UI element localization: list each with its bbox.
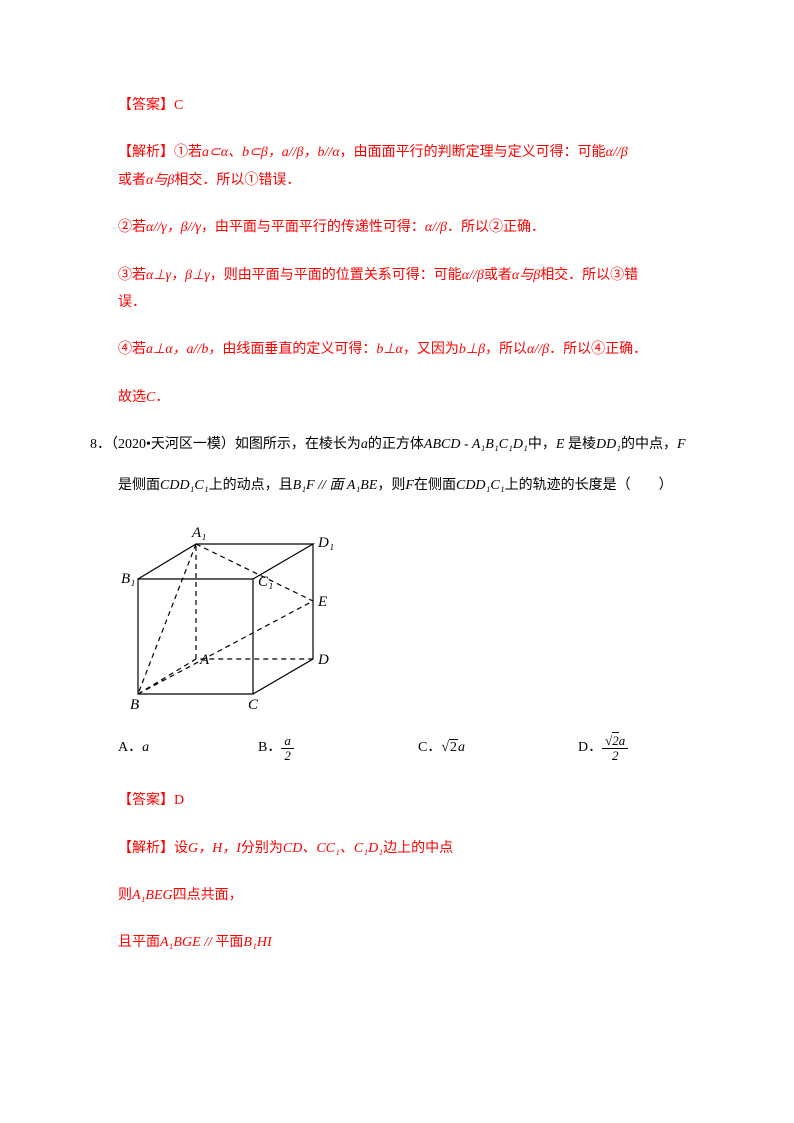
- math-var: C: [146, 390, 155, 405]
- math-var: a: [361, 437, 368, 452]
- answer-8: 【答案】D: [118, 790, 704, 812]
- analysis-8-line1: 【解析】设G，H，I分别为CD、CC₁、C₁D₁边上的中点: [118, 838, 704, 860]
- analysis-7-line4: ③若α⊥γ，β⊥γ，则由平面与平面的位置关系可得：可能α//β或者α与β相交．所…: [118, 265, 704, 287]
- analysis-7-line6: ④若a⊥α，a//b，由线面垂直的定义可得：b⊥α，又因为b⊥β，所以α//β．…: [118, 339, 704, 361]
- label-E: E: [317, 594, 327, 610]
- math-expr: CD、CC₁、C₁D₁: [283, 841, 383, 856]
- label-A: A: [199, 652, 210, 668]
- math-expr: B₁F // 面 A₁BE: [293, 478, 378, 493]
- analysis-8-line3: 且平面A₁BGE // 平面B₁HI: [118, 932, 704, 954]
- math-expr: CDD₁C₁: [456, 478, 505, 493]
- math-expr: b⊥α: [376, 342, 403, 357]
- options-row: A．a B． a2 C． √2a D． √2a2: [118, 734, 704, 762]
- question-number: 8．: [90, 437, 111, 452]
- analysis-7-line5: 误．: [118, 292, 704, 314]
- analysis-label: 【解析】: [118, 145, 174, 160]
- option-d: D． √2a2: [578, 734, 628, 762]
- label-C1: C₁: [258, 574, 273, 590]
- math-expr: α与β: [512, 268, 540, 283]
- cube-diagram: A₁ B₁ C₁ D₁ A B C D E: [118, 519, 704, 714]
- answer-value: C: [174, 98, 183, 113]
- math-expr: α//β: [527, 342, 549, 357]
- math-expr: G，H，I: [188, 841, 241, 856]
- answer-label: 【答案】: [118, 98, 174, 113]
- math-expr: B₁HI: [243, 935, 271, 950]
- analysis-8-line2: 则A₁BEG四点共面，: [118, 885, 704, 907]
- option-b: B． a2: [258, 734, 418, 762]
- label-B: B: [130, 697, 139, 713]
- math-expr: a⊂α、b⊂β，a//β，b//α: [202, 145, 340, 160]
- math-expr: α//β: [425, 220, 447, 235]
- math-expr: DD₁: [596, 437, 621, 452]
- math-expr: α与β: [146, 173, 174, 188]
- analysis-7-line2: 或者α与β相交．所以①错误．: [118, 170, 704, 192]
- math-expr: ABCD - A₁B₁C₁D₁: [424, 437, 528, 452]
- page-content: 【答案】C 【解析】①若a⊂α、b⊂β，a//β，b//α，由面面平行的判断定理…: [0, 0, 794, 955]
- math-expr: α//β: [606, 145, 628, 160]
- answer-label: 【答案】: [118, 793, 174, 808]
- label-D1: D₁: [317, 535, 334, 551]
- analysis-label: 【解析】: [118, 841, 174, 856]
- answer-7: 【答案】C: [118, 95, 704, 117]
- analysis-7-line3: ②若α//γ，β//γ，由平面与平面平行的传递性可得：α//β．所以②正确．: [118, 217, 704, 239]
- cube-svg: A₁ B₁ C₁ D₁ A B C D E: [118, 519, 348, 714]
- math-expr: a⊥α，a//b: [146, 342, 208, 357]
- math-expr: A₁BEG: [132, 888, 173, 903]
- option-a: A．a: [118, 734, 258, 762]
- math-expr: α⊥γ，β⊥γ: [146, 268, 210, 283]
- math-expr: A₁BGE //: [160, 935, 215, 950]
- label-A1: A₁: [191, 525, 206, 541]
- question-8: 8．（2020•天河区一模）如图所示，在棱长为a的正方体ABCD - A₁B₁C…: [90, 434, 704, 456]
- answer-value: D: [174, 793, 184, 808]
- math-expr: α//γ，β//γ: [146, 220, 201, 235]
- question-8-line2: 是侧面CDD₁C₁上的动点，且B₁F // 面 A₁BE，则F在侧面CDD₁C₁…: [118, 475, 704, 497]
- option-c: C． √2a: [418, 734, 578, 762]
- math-var: a: [142, 737, 149, 759]
- math-var: F: [677, 437, 686, 452]
- label-B1: B₁: [121, 571, 135, 587]
- math-expr: CDD₁C₁: [160, 478, 209, 493]
- analysis-7-line7: 故选C．: [118, 387, 704, 409]
- math-expr: α//β: [462, 268, 484, 283]
- math-var: F: [405, 478, 414, 493]
- analysis-7-line1: 【解析】①若a⊂α、b⊂β，a//β，b//α，由面面平行的判断定理与定义可得：…: [118, 142, 704, 164]
- label-C: C: [248, 697, 259, 713]
- math-expr: b⊥β: [459, 342, 485, 357]
- label-D: D: [317, 652, 329, 668]
